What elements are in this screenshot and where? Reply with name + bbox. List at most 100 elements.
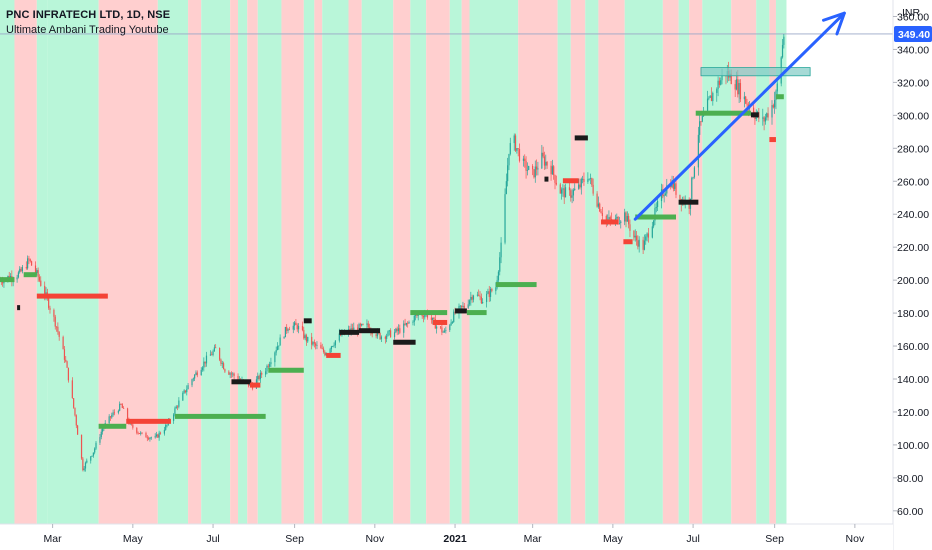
- candle-body: [721, 75, 723, 81]
- candle-body: [399, 328, 401, 333]
- candle-body: [108, 416, 110, 424]
- candle-body: [313, 342, 315, 344]
- zone-bear: [518, 0, 558, 524]
- candle-body: [257, 375, 259, 380]
- candle-body: [361, 324, 363, 326]
- candle-body: [233, 373, 235, 376]
- price-tick-label: 360.00: [897, 11, 929, 23]
- candle-body: [417, 314, 419, 316]
- candle-body: [710, 95, 713, 102]
- candle-body: [445, 330, 447, 331]
- level-green: [23, 272, 37, 278]
- zone-bull: [702, 0, 732, 524]
- candle-body: [49, 307, 51, 310]
- candle-body: [679, 194, 681, 200]
- zone-bull: [557, 0, 571, 524]
- time-tick-label: Mar: [524, 533, 543, 545]
- candle-body: [453, 311, 455, 323]
- candle-body: [175, 406, 177, 409]
- candle-body: [430, 317, 432, 320]
- candle-body: [609, 217, 611, 220]
- candle-body: [148, 438, 150, 440]
- candle-body: [596, 193, 598, 207]
- candle-body: [307, 336, 309, 342]
- candle-body: [645, 236, 647, 241]
- price-tick-label: 100.00: [897, 440, 929, 452]
- candle-body: [478, 294, 480, 296]
- candle-body: [533, 169, 535, 178]
- candle-body: [66, 361, 68, 368]
- candle-body: [763, 117, 765, 122]
- candle-body: [562, 188, 564, 190]
- candle-body: [274, 352, 276, 363]
- candle-body: [526, 169, 528, 171]
- level-red: [249, 382, 261, 388]
- candle-body: [421, 314, 423, 317]
- candle-body: [699, 121, 701, 135]
- resistance-box: [700, 67, 811, 77]
- candle-body: [651, 226, 653, 238]
- candle-body: [62, 336, 64, 350]
- zone-bear: [461, 0, 470, 524]
- candle-body: [691, 177, 693, 199]
- candle-body: [783, 36, 785, 45]
- candle-body: [322, 348, 325, 352]
- candle-body: [173, 414, 175, 421]
- candle-body: [320, 345, 322, 349]
- level-red: [432, 319, 448, 325]
- candle-body: [192, 378, 194, 380]
- level-green: [410, 310, 448, 316]
- candle-body: [21, 267, 23, 272]
- candle-body: [647, 233, 649, 238]
- candle-body: [58, 331, 60, 337]
- price-tick-label: 120.00: [897, 407, 929, 419]
- candle-body: [65, 359, 67, 362]
- candle-body: [532, 166, 534, 170]
- candle-body: [499, 257, 501, 272]
- candle-body: [663, 195, 665, 197]
- candle-body: [48, 297, 50, 308]
- candle-body: [766, 113, 768, 118]
- level-green: [635, 214, 676, 220]
- candle-body: [582, 178, 584, 180]
- candle-body: [734, 84, 736, 90]
- candle-body: [201, 367, 204, 370]
- zone-bear: [281, 0, 304, 524]
- candle-body: [735, 79, 738, 90]
- candle-body: [95, 442, 97, 449]
- level-black: [339, 329, 360, 335]
- zone-bull: [585, 0, 599, 524]
- candle-body: [387, 331, 389, 336]
- level-black: [393, 339, 416, 345]
- level-green: [775, 94, 784, 100]
- candle-body: [76, 425, 79, 435]
- price-tick-label: 140.00: [897, 374, 929, 386]
- candle-body: [137, 432, 139, 434]
- candle-body: [436, 326, 438, 329]
- candle-body: [100, 431, 102, 438]
- level-black: [750, 112, 759, 118]
- zone-bull: [201, 0, 231, 524]
- candle-body: [525, 160, 527, 171]
- candle-body: [357, 327, 359, 332]
- candle-body: [259, 372, 262, 380]
- zone-bull: [157, 0, 189, 524]
- candle-body: [288, 329, 290, 331]
- candle-body: [522, 158, 525, 161]
- level-green: [466, 310, 487, 316]
- price-tick-label: 220.00: [897, 242, 929, 254]
- candle-body: [228, 371, 230, 375]
- candle-body: [534, 166, 536, 178]
- zone-bull: [775, 0, 787, 524]
- candle-body: [16, 277, 18, 280]
- candle-body: [141, 432, 143, 434]
- candle-body: [572, 190, 575, 196]
- candle-body: [27, 258, 29, 269]
- candle-body: [200, 369, 202, 376]
- candle-body: [367, 323, 369, 328]
- candle-body: [718, 80, 720, 85]
- candle-body: [195, 372, 197, 375]
- candle-body: [568, 187, 571, 191]
- candle-body: [86, 460, 88, 463]
